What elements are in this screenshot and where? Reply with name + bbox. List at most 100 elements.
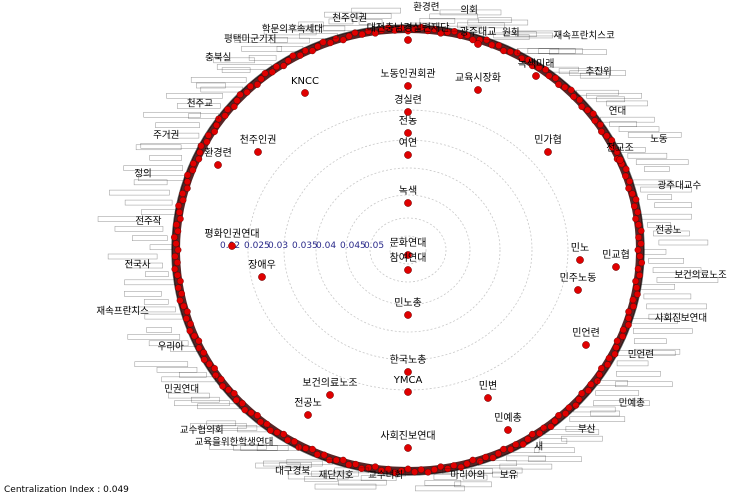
outer-label-clutter: [190, 423, 247, 429]
outer-node: [624, 321, 632, 329]
inner-node: [326, 391, 334, 399]
outer-label-clutter: [263, 460, 323, 467]
outer-node: [230, 103, 238, 110]
outer-label-clutter: [161, 376, 216, 383]
inner-node: [404, 129, 412, 137]
outer-label-clutter: [241, 46, 282, 52]
outer-node: [261, 70, 269, 77]
outer-label-clutter: [133, 179, 168, 186]
outer-node: [215, 115, 223, 123]
inner-node-label: 대전충남경실련재단: [367, 21, 450, 34]
outer-label-clutter: [467, 19, 529, 26]
outer-label-clutter: [213, 57, 255, 64]
outer-node-label: 추진위: [586, 65, 612, 77]
outer-label-clutter: [135, 144, 182, 151]
outer-node: [195, 337, 203, 345]
outer-node: [173, 221, 180, 229]
outer-node: [608, 136, 616, 144]
outer-node: [593, 377, 601, 385]
outer-node: [280, 430, 288, 438]
inner-node: [576, 256, 584, 264]
outer-node: [175, 284, 182, 292]
outer-node: [632, 196, 640, 203]
outer-node: [339, 456, 347, 464]
outer-label-clutter: [606, 100, 648, 107]
outer-node: [345, 461, 353, 469]
outer-node: [241, 406, 249, 414]
outer-node: [268, 68, 276, 76]
outer-label-clutter: [149, 244, 173, 251]
outer-node: [179, 190, 187, 197]
outer-label-clutter: [124, 279, 175, 286]
inner-node-label: 사회진보연대: [380, 430, 435, 442]
outer-label-clutter: [504, 31, 537, 37]
outer-label-clutter: [191, 396, 220, 403]
outer-label-clutter: [166, 93, 223, 99]
outer-label-clutter: [600, 116, 655, 123]
outer-node: [456, 32, 464, 40]
outer-label-clutter: [534, 447, 575, 453]
outer-label-clutter: [304, 476, 338, 482]
outer-label-clutter: [240, 445, 300, 451]
outer-node: [596, 371, 603, 379]
inner-node: [474, 86, 482, 94]
outer-label-clutter: [470, 467, 523, 474]
outer-label-clutter: [255, 462, 301, 469]
inner-node-label: 민주노동: [560, 272, 597, 284]
outer-node: [170, 233, 178, 241]
scale-tick-label: 0.04: [316, 241, 336, 251]
centrality-ring: [369, 217, 447, 283]
outer-label-clutter: [351, 7, 401, 14]
outer-node: [562, 410, 569, 417]
outer-node: [232, 396, 240, 404]
outer-label-clutter: [179, 372, 207, 378]
outer-label-clutter: [155, 122, 200, 128]
outer-node: [634, 246, 642, 254]
outer-label-clutter: [270, 37, 310, 44]
outer-node-label: 충북실: [205, 52, 231, 63]
outer-label-clutter: [143, 111, 201, 118]
inner-node-label: 장애우: [248, 259, 276, 271]
inner-node-label: 광주대교: [460, 26, 497, 38]
outer-node-label: 연대: [609, 106, 626, 117]
outer-node: [565, 404, 573, 412]
outer-label-clutter: [572, 406, 616, 413]
outer-node: [629, 296, 637, 304]
outer-node: [613, 337, 621, 345]
outer-node: [301, 47, 309, 55]
outer-node: [494, 450, 502, 457]
outer-label-clutter: [643, 248, 667, 255]
outer-node: [451, 28, 458, 35]
outer-node: [633, 290, 641, 298]
outer-label-clutter: [263, 29, 317, 36]
outer-label-clutter: [462, 474, 488, 481]
outer-node: [267, 427, 274, 434]
outer-label-clutter: [429, 13, 479, 20]
outer-label-clutter: [360, 475, 397, 481]
outer-node: [637, 227, 645, 235]
outer-node: [545, 72, 553, 80]
outer-node: [589, 110, 597, 118]
outer-label-clutter: [167, 132, 200, 139]
outer-node: [284, 57, 292, 65]
outer-node: [175, 202, 183, 210]
outer-node: [319, 38, 327, 46]
outer-node: [173, 259, 181, 266]
outer-node: [280, 62, 288, 70]
outer-node: [578, 390, 586, 397]
outer-node: [575, 396, 583, 403]
outer-label-clutter: [358, 19, 383, 25]
outer-label-clutter: [616, 360, 649, 367]
inner-node: [504, 426, 512, 434]
inner-node: [612, 263, 620, 271]
outer-label-clutter: [538, 48, 583, 54]
outer-label-clutter: [127, 334, 181, 340]
inner-node-label: 노동인권회관: [380, 68, 435, 80]
inner-node-label: 보건의료노조: [302, 377, 357, 389]
outer-node: [352, 460, 360, 468]
outer-node: [570, 93, 578, 101]
outer-node: [437, 29, 445, 37]
outer-node: [183, 184, 191, 192]
outer-node: [598, 128, 605, 135]
